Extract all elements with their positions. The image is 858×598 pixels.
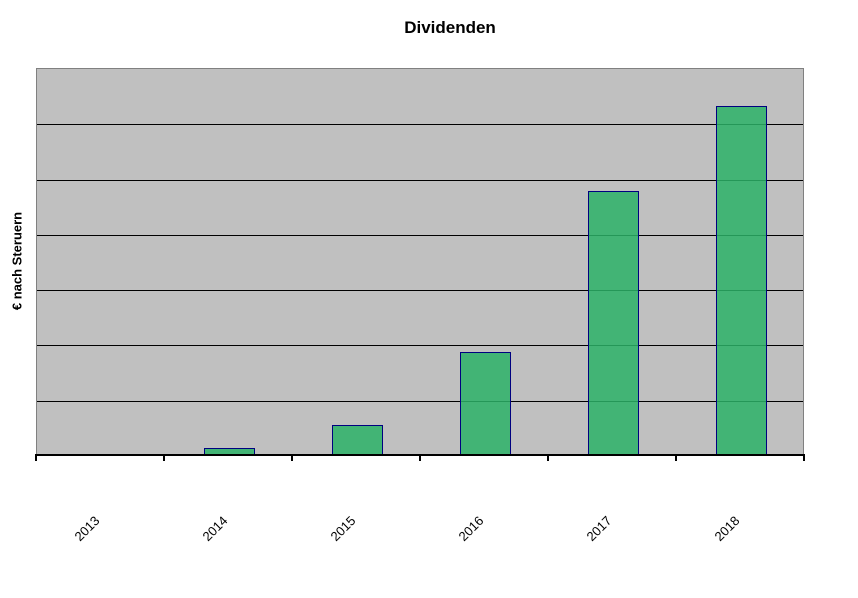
gridline — [37, 234, 803, 236]
bar-2016 — [459, 351, 511, 454]
bar-2018 — [715, 105, 767, 454]
x-axis-label-2017: 2017 — [583, 513, 615, 545]
x-axis-label-2016: 2016 — [455, 513, 487, 545]
x-axis-tick — [547, 454, 549, 461]
x-axis-label-2013: 2013 — [71, 513, 103, 545]
plot-area — [36, 68, 804, 455]
bar-2014 — [203, 447, 255, 454]
gridline — [37, 290, 803, 292]
x-axis-tick — [35, 454, 37, 461]
chart-title: Dividenden — [404, 18, 496, 37]
bar-2015 — [331, 425, 383, 454]
bar-2017 — [587, 190, 639, 454]
x-axis-tick — [803, 454, 805, 461]
x-axis-label-2018: 2018 — [711, 513, 743, 545]
y-axis-title: € nach Steruern — [9, 211, 25, 311]
x-axis-label-2014: 2014 — [199, 513, 231, 545]
gridline — [37, 179, 803, 181]
gridline — [37, 345, 803, 347]
x-axis-tick — [291, 454, 293, 461]
x-axis-tick — [419, 454, 421, 461]
gridline — [37, 124, 803, 126]
x-axis-label-2015: 2015 — [327, 513, 359, 545]
x-axis-tick — [163, 454, 165, 461]
x-axis-tick — [675, 454, 677, 461]
gridline — [37, 400, 803, 402]
